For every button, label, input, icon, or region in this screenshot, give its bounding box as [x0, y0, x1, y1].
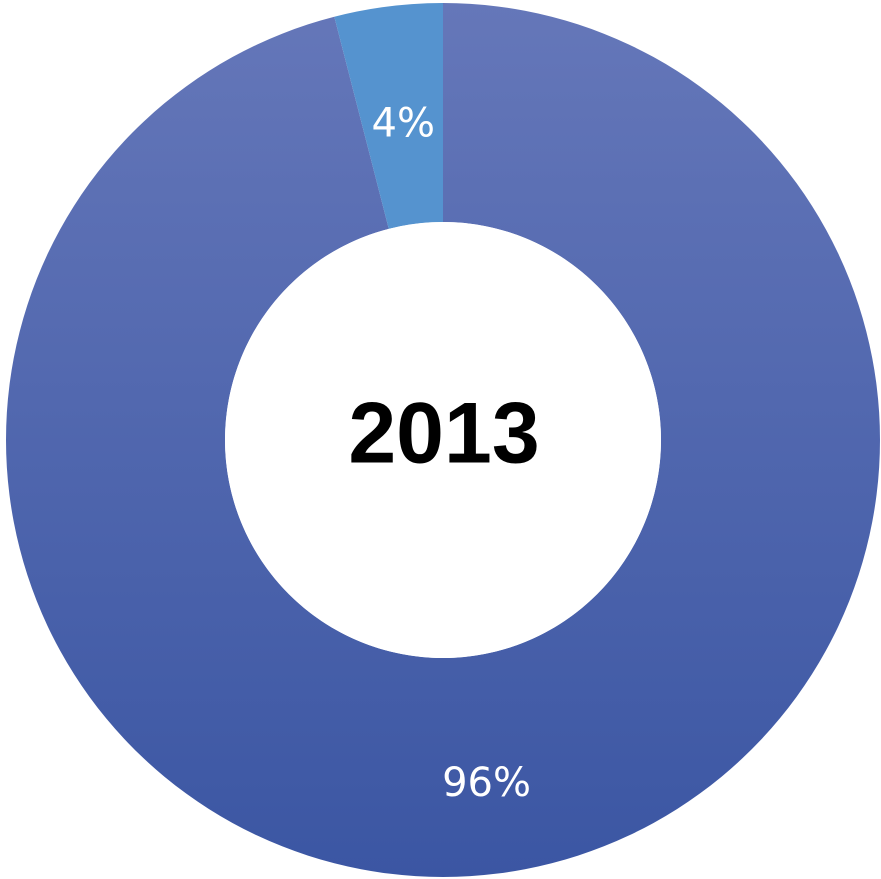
donut-hole [225, 222, 661, 658]
slice-labels: 96% 4% [372, 100, 531, 805]
center-year-label: 2013 [348, 386, 539, 482]
donut-slices [5, 3, 880, 877]
slice-label-96pct: 96% [442, 760, 531, 806]
slice-label-4pct: 4% [372, 100, 435, 146]
donut-slice-4pct [334, 3, 443, 229]
donut-slice-96pct [5, 3, 880, 877]
